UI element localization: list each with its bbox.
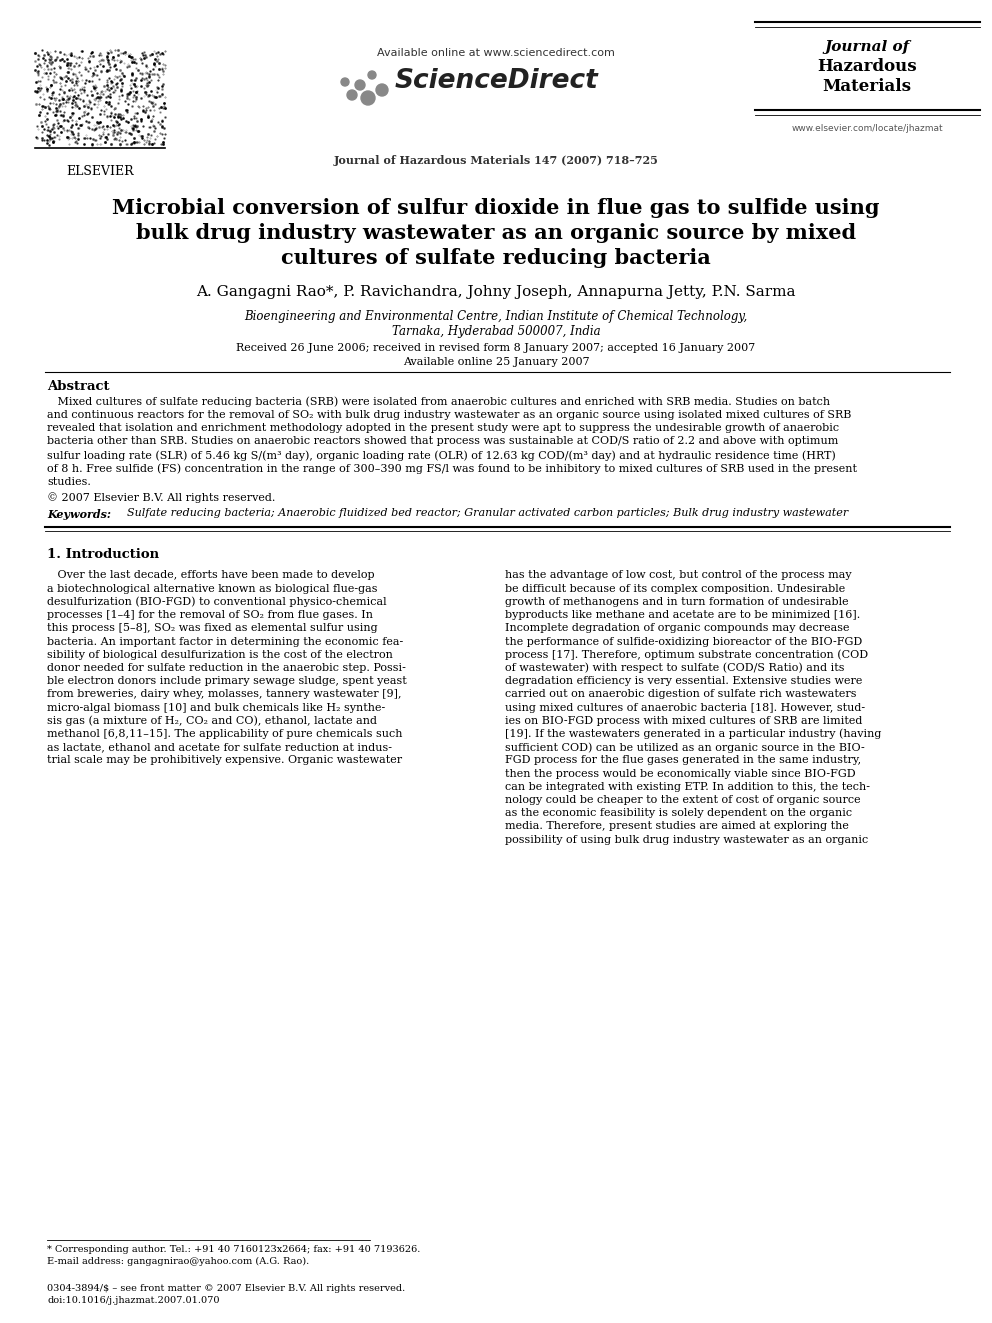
Text: sufficient COD) can be utilized as an organic source in the BIO-: sufficient COD) can be utilized as an or… [505, 742, 865, 753]
Text: Sulfate reducing bacteria; Anaerobic fluidized bed reactor; Granular activated c: Sulfate reducing bacteria; Anaerobic flu… [120, 508, 848, 519]
Text: revealed that isolation and enrichment methodology adopted in the present study : revealed that isolation and enrichment m… [47, 423, 839, 433]
Text: degradation efficiency is very essential. Extensive studies were: degradation efficiency is very essential… [505, 676, 862, 687]
Text: Tarnaka, Hyderabad 500007, India: Tarnaka, Hyderabad 500007, India [392, 325, 600, 337]
Circle shape [376, 83, 388, 97]
Text: trial scale may be prohibitively expensive. Organic wastewater: trial scale may be prohibitively expensi… [47, 755, 402, 765]
Text: ies on BIO-FGD process with mixed cultures of SRB are limited: ies on BIO-FGD process with mixed cultur… [505, 716, 862, 726]
Text: Available online at www.sciencedirect.com: Available online at www.sciencedirect.co… [377, 48, 615, 58]
Circle shape [355, 79, 365, 90]
Text: Bioengineering and Environmental Centre, Indian Institute of Chemical Technology: Bioengineering and Environmental Centre,… [244, 310, 748, 323]
Circle shape [361, 91, 375, 105]
Text: Incomplete degradation of organic compounds may decrease: Incomplete degradation of organic compou… [505, 623, 849, 634]
Text: byproducts like methane and acetate are to be minimized [16].: byproducts like methane and acetate are … [505, 610, 860, 620]
Text: of wastewater) with respect to sulfate (COD/S Ratio) and its: of wastewater) with respect to sulfate (… [505, 663, 844, 673]
Text: media. Therefore, present studies are aimed at exploring the: media. Therefore, present studies are ai… [505, 822, 849, 831]
Text: ScienceDirect: ScienceDirect [394, 67, 598, 94]
Text: Abstract: Abstract [47, 380, 109, 393]
Text: sis gas (a mixture of H₂, CO₂ and CO), ethanol, lactate and: sis gas (a mixture of H₂, CO₂ and CO), e… [47, 716, 377, 726]
Text: ble electron donors include primary sewage sludge, spent yeast: ble electron donors include primary sewa… [47, 676, 407, 687]
Text: this process [5–8], SO₂ was fixed as elemental sulfur using: this process [5–8], SO₂ was fixed as ele… [47, 623, 378, 634]
Text: a biotechnological alternative known as biological flue-gas: a biotechnological alternative known as … [47, 583, 378, 594]
Text: nology could be cheaper to the extent of cost of organic source: nology could be cheaper to the extent of… [505, 795, 861, 804]
Text: the performance of sulfide-oxidizing bioreactor of the BIO-FGD: the performance of sulfide-oxidizing bio… [505, 636, 862, 647]
Text: Received 26 June 2006; received in revised form 8 January 2007; accepted 16 Janu: Received 26 June 2006; received in revis… [236, 343, 756, 353]
Text: doi:10.1016/j.jhazmat.2007.01.070: doi:10.1016/j.jhazmat.2007.01.070 [47, 1297, 219, 1304]
Text: E-mail address: gangagnirao@yahoo.com (A.G. Rao).: E-mail address: gangagnirao@yahoo.com (A… [47, 1257, 310, 1266]
Text: A. Gangagni Rao*, P. Ravichandra, Johny Joseph, Annapurna Jetty, P.N. Sarma: A. Gangagni Rao*, P. Ravichandra, Johny … [196, 284, 796, 299]
Text: www.elsevier.com/locate/jhazmat: www.elsevier.com/locate/jhazmat [792, 124, 942, 134]
Text: and continuous reactors for the removal of SO₂ with bulk drug industry wastewate: and continuous reactors for the removal … [47, 410, 851, 419]
Text: bacteria other than SRB. Studies on anaerobic reactors showed that process was s: bacteria other than SRB. Studies on anae… [47, 437, 838, 446]
Text: studies.: studies. [47, 478, 91, 487]
Text: sibility of biological desulfurization is the cost of the electron: sibility of biological desulfurization i… [47, 650, 393, 660]
Text: * Corresponding author. Tel.: +91 40 7160123x2664; fax: +91 40 7193626.: * Corresponding author. Tel.: +91 40 716… [47, 1245, 421, 1254]
Circle shape [347, 90, 357, 101]
Text: bulk drug industry wastewater as an organic source by mixed: bulk drug industry wastewater as an orga… [136, 224, 856, 243]
Text: Materials: Materials [822, 78, 912, 95]
Text: Microbial conversion of sulfur dioxide in flue gas to sulfide using: Microbial conversion of sulfur dioxide i… [112, 198, 880, 218]
Text: Over the last decade, efforts have been made to develop: Over the last decade, efforts have been … [47, 570, 375, 581]
Text: then the process would be economically viable since BIO-FGD: then the process would be economically v… [505, 769, 856, 778]
Text: as the economic feasibility is solely dependent on the organic: as the economic feasibility is solely de… [505, 808, 852, 818]
Text: process [17]. Therefore, optimum substrate concentration (COD: process [17]. Therefore, optimum substra… [505, 650, 868, 660]
Text: 0304-3894/$ – see front matter © 2007 Elsevier B.V. All rights reserved.: 0304-3894/$ – see front matter © 2007 El… [47, 1285, 406, 1293]
Text: Hazardous: Hazardous [817, 58, 917, 75]
Text: Keywords:: Keywords: [47, 508, 111, 520]
Text: as lactate, ethanol and acetate for sulfate reduction at indus-: as lactate, ethanol and acetate for sulf… [47, 742, 392, 751]
Text: possibility of using bulk drug industry wastewater as an organic: possibility of using bulk drug industry … [505, 835, 868, 844]
Text: donor needed for sulfate reduction in the anaerobic step. Possi-: donor needed for sulfate reduction in th… [47, 663, 406, 673]
Text: carried out on anaerobic digestion of sulfate rich wastewaters: carried out on anaerobic digestion of su… [505, 689, 856, 700]
Text: FGD process for the flue gases generated in the same industry,: FGD process for the flue gases generated… [505, 755, 861, 765]
Text: 1. Introduction: 1. Introduction [47, 549, 159, 561]
Text: cultures of sulfate reducing bacteria: cultures of sulfate reducing bacteria [281, 247, 711, 269]
Text: © 2007 Elsevier B.V. All rights reserved.: © 2007 Elsevier B.V. All rights reserved… [47, 492, 276, 503]
Text: ELSEVIER: ELSEVIER [66, 165, 134, 179]
Text: desulfurization (BIO-FGD) to conventional physico-chemical: desulfurization (BIO-FGD) to conventiona… [47, 597, 387, 607]
Text: bacteria. An important factor in determining the economic fea-: bacteria. An important factor in determi… [47, 636, 404, 647]
Text: be difficult because of its complex composition. Undesirable: be difficult because of its complex comp… [505, 583, 845, 594]
Text: methanol [6,8,11–15]. The applicability of pure chemicals such: methanol [6,8,11–15]. The applicability … [47, 729, 403, 740]
Text: from breweries, dairy whey, molasses, tannery wastewater [9],: from breweries, dairy whey, molasses, ta… [47, 689, 402, 700]
Text: Journal of: Journal of [824, 40, 910, 54]
Text: can be integrated with existing ETP. In addition to this, the tech-: can be integrated with existing ETP. In … [505, 782, 870, 791]
Text: has the advantage of low cost, but control of the process may: has the advantage of low cost, but contr… [505, 570, 851, 581]
Text: processes [1–4] for the removal of SO₂ from flue gases. In: processes [1–4] for the removal of SO₂ f… [47, 610, 373, 620]
Text: Mixed cultures of sulfate reducing bacteria (SRB) were isolated from anaerobic c: Mixed cultures of sulfate reducing bacte… [47, 396, 830, 406]
Text: of 8 h. Free sulfide (FS) concentration in the range of 300–390 mg FS/l was foun: of 8 h. Free sulfide (FS) concentration … [47, 463, 857, 474]
Text: [19]. If the wastewaters generated in a particular industry (having: [19]. If the wastewaters generated in a … [505, 729, 881, 740]
Text: sulfur loading rate (SLR) of 5.46 kg S/(m³ day), organic loading rate (OLR) of 1: sulfur loading rate (SLR) of 5.46 kg S/(… [47, 450, 835, 460]
Circle shape [368, 71, 376, 79]
Text: Journal of Hazardous Materials 147 (2007) 718–725: Journal of Hazardous Materials 147 (2007… [333, 155, 659, 165]
Text: micro-algal biomass [10] and bulk chemicals like H₂ synthe-: micro-algal biomass [10] and bulk chemic… [47, 703, 385, 713]
Text: using mixed cultures of anaerobic bacteria [18]. However, stud-: using mixed cultures of anaerobic bacter… [505, 703, 865, 713]
Text: Available online 25 January 2007: Available online 25 January 2007 [403, 357, 589, 366]
Circle shape [341, 78, 349, 86]
Text: growth of methanogens and in turn formation of undesirable: growth of methanogens and in turn format… [505, 597, 848, 607]
